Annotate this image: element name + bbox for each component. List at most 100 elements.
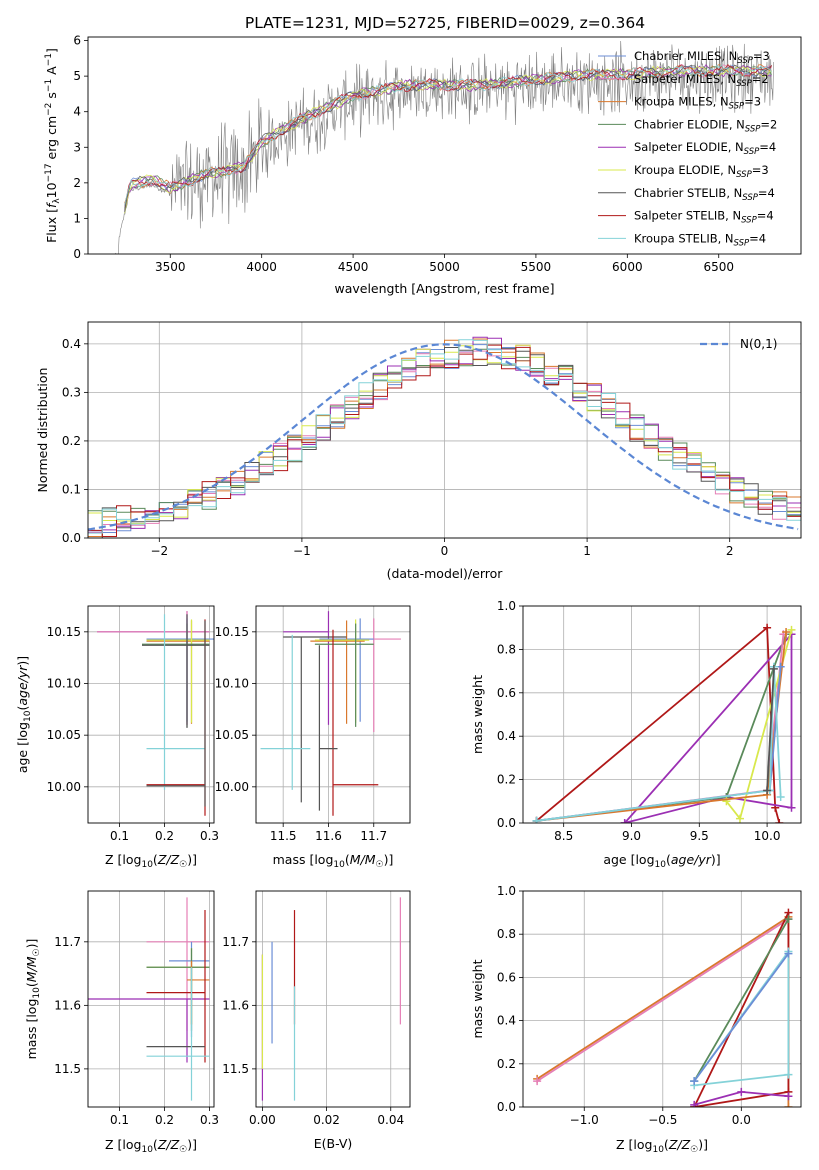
label-part: ( [666,852,671,867]
legend-label: Kroupa MILES, NSSP=3 [634,95,761,112]
y-axis-label: mass weight [470,959,485,1038]
label-part: Chabrier MILES, N [634,49,737,63]
x-axis-label: wavelength [Angstrom, rest frame] [334,281,554,296]
axes-frame [522,890,802,1108]
x-tick-label: 3500 [155,260,186,274]
gaussian-curve [88,343,799,531]
label-part: 10 [23,710,33,722]
y-tick-label: 0.0 [62,531,81,545]
y-axis-label: mass weight [470,675,485,754]
label-part: Z [log [616,1137,652,1152]
axes-frame [522,605,802,824]
label-part: =4 [749,231,766,245]
label-part: s [44,92,59,103]
label-part: Normed distribution [35,368,50,493]
mass_vs_Z-chart: 0.1 0.2 0.311.511.611.7Z [log10(Z/Z☉)]mass… [24,890,219,1155]
label-part: )] [711,852,721,867]
y-tick-label: 10.10 [215,677,249,691]
axes-frame [87,605,215,824]
label-part: Z/Z [668,1137,691,1152]
weight-series-line [693,953,790,1082]
label-part: SSP [742,193,758,203]
label-part: =4 [758,186,775,200]
y-tick-label: 10.05 [47,728,81,742]
label-part: Salpeter ELODIE, N [634,140,744,154]
x-tick-label: 2 [726,544,734,558]
x-axis-label: (data-model)/error [387,566,504,581]
x-tick-label: 11.7 [360,829,387,843]
label-part: 10 [652,1145,664,1155]
y-tick-label: 0.4 [497,729,516,743]
label-part: wavelength [Angstrom, rest frame] [334,281,554,296]
x-tick-label: 0.1 [110,1113,129,1127]
y-tick-label: 10.00 [215,780,249,794]
legend-label: Salpeter ELODIE, NSSP=4 [634,140,776,157]
model-spectrum-line [124,65,772,214]
weight-marker [775,819,784,823]
axes-frame [87,890,215,1108]
label-part: age/yr [15,665,30,706]
label-part: M/M [24,956,39,982]
model-spectrum-line [124,63,773,206]
model-spectrum-line [124,64,773,206]
y-tick-label: 10.05 [215,728,249,742]
label-part: 10 [655,860,667,870]
label-part: ( [664,1137,669,1152]
weight-marker [776,662,785,671]
y-axis-label: age [log10(age/yr)] [15,656,33,773]
label-part: E(B-V) [314,1136,353,1151]
x-tick-label: 5500 [521,260,552,274]
label-part: ( [15,706,30,711]
x-tick-label: 4000 [246,260,277,274]
label-part: SSP [744,147,760,157]
y-tick-label: 10.10 [47,677,81,691]
label-part: f [44,202,59,208]
x-tick-label: 1 [583,544,591,558]
x-axis-label: mass [log10(M/M☉)] [273,852,394,870]
figure-title: PLATE=1231, MJD=52725, FIBERID=0029, z=0… [245,14,645,32]
weight-marker [784,1103,793,1107]
x-tick-label: 0.3 [200,1113,219,1127]
plot-area [97,611,214,816]
y-tick-label: 11.5 [54,1062,81,1076]
label-part: =2 [760,117,777,131]
label-part: Z [log [105,1137,141,1152]
y-tick-label: 0.8 [497,927,516,941]
y-tick-label: 0.2 [62,434,81,448]
label-part: Kroupa STELIB, N [634,231,734,245]
y-tick-label: 0.3 [62,385,81,399]
y-tick-label: 11.7 [222,935,249,949]
plot-area [115,40,774,254]
label-part: Z/Z [157,1137,180,1152]
y-tick-label: 6 [73,34,81,48]
label-part: age/yr [671,852,712,867]
label-part: Salpeter MILES, N [634,72,736,86]
histogram-series [88,339,801,534]
x-axis-label: Z [log10(Z/Z☉)] [105,852,197,870]
x-tick-label: 8.5 [554,829,573,843]
legend-label: Kroupa ELODIE, NSSP=3 [634,163,769,180]
label-part: −17 [44,163,54,182]
y-tick-label: 3 [73,140,81,154]
label-part: Chabrier STELIB, N [634,186,742,200]
y-tick-label: 11.6 [54,998,81,1012]
weight-marker [690,1077,699,1086]
x-tick-label: 0.04 [377,1113,404,1127]
label-part: age [log [15,722,30,773]
weight-marker [784,949,793,958]
x-axis-label: Z [log10(Z/Z☉)] [616,1137,708,1155]
label-part: =2 [752,72,769,86]
y-tick-label: 10.15 [215,625,249,639]
y-tick-label: 0.8 [497,642,516,656]
histogram-series [88,344,801,537]
plot-area [260,611,401,816]
label-part: Kroupa MILES, N [634,95,729,109]
y-tick-label: 5 [73,69,81,83]
label-part: SSP [734,238,750,248]
label-part: Salpeter STELIB, N [634,209,741,223]
x-tick-label: 4500 [338,260,369,274]
label-part: ] [44,48,59,53]
label-part: )] [384,852,394,867]
axes-frame [87,321,802,539]
x-axis-label: age [log10(age/yr)] [603,852,720,870]
